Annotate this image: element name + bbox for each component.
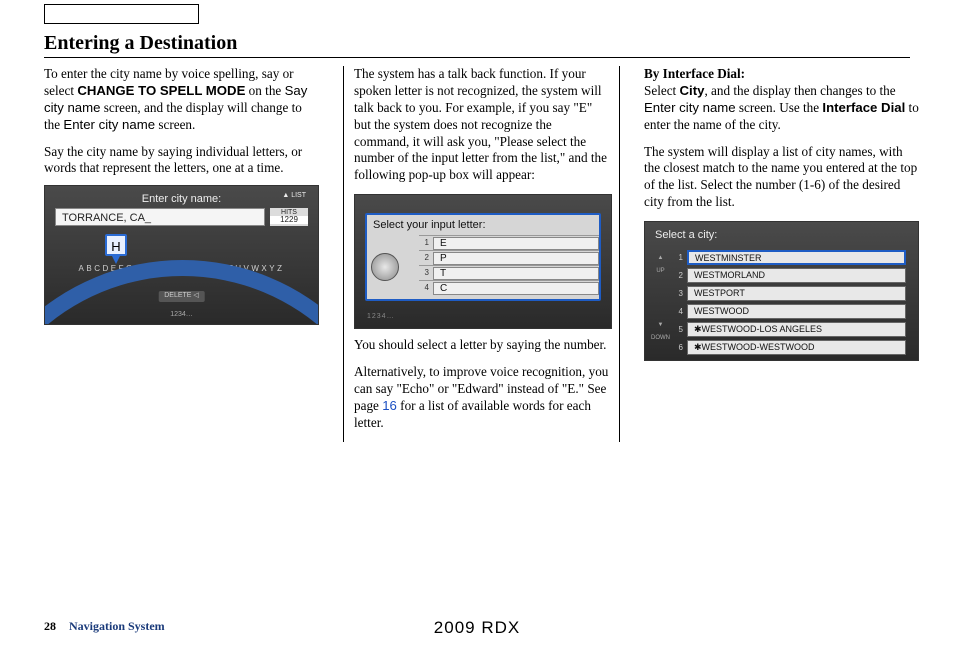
row-val: WESTPORT: [687, 286, 906, 301]
column-3: By Interface Dial: Select City, and the …: [644, 66, 919, 442]
row-val: ✱WESTWOOD-LOS ANGELES: [687, 322, 906, 337]
hits-value: 1229: [270, 216, 308, 224]
bold-text: City: [680, 83, 705, 98]
row-num: 2: [419, 253, 433, 263]
row-num: 3: [673, 289, 687, 299]
model-label: 2009 RDX: [0, 618, 954, 638]
col2-p1: The system has a talk back function. If …: [354, 66, 609, 184]
row-val: E: [433, 237, 599, 250]
list-item[interactable]: 4C: [419, 280, 599, 295]
row-num: 5: [673, 325, 687, 335]
fig2-bottom: 1234…: [367, 313, 395, 322]
header-box: [44, 4, 199, 24]
row-num: 1: [673, 253, 687, 263]
row-val: P: [433, 252, 599, 265]
columns: To enter the city name by voice spelling…: [44, 66, 910, 442]
row-num: 2: [673, 271, 687, 281]
fig1-bottom: 1234…: [170, 311, 193, 320]
fig2-rows: 1E 2P 3T 4C: [419, 235, 599, 295]
fig3-title: Select a city:: [645, 222, 918, 248]
fig1-letter-popup: H: [105, 234, 127, 256]
list-item[interactable]: 1WESTMINSTER: [673, 249, 906, 266]
fig1-input[interactable]: TORRANCE, CA_: [55, 208, 265, 226]
list-item[interactable]: 2WESTMORLAND: [673, 267, 906, 284]
row-num: 3: [419, 268, 433, 278]
col1-p2: Say the city name by saying individual l…: [44, 144, 319, 178]
col2-p2: You should select a letter by saying the…: [354, 337, 609, 354]
row-num: 4: [673, 307, 687, 317]
column-1: To enter the city name by voice spelling…: [44, 66, 319, 442]
list-item[interactable]: 3WESTPORT: [673, 285, 906, 302]
row-num: 4: [419, 283, 433, 293]
list-item[interactable]: 5✱WESTWOOD-LOS ANGELES: [673, 321, 906, 338]
fig2-title: Select your input letter:: [367, 215, 599, 235]
list-item[interactable]: 1E: [419, 235, 599, 250]
bold-text: CHANGE TO SPELL MODE: [77, 83, 245, 98]
text: Select: [644, 83, 680, 98]
row-val: T: [433, 267, 599, 280]
page-title: Entering a Destination: [44, 32, 910, 58]
row-num: 1: [419, 238, 433, 248]
column-2: The system has a talk back function. If …: [343, 66, 620, 442]
row-val: C: [433, 282, 599, 295]
fig2-panel: Select your input letter: 1E 2P 3T 4C: [365, 213, 601, 301]
row-val: WESTMINSTER: [687, 250, 906, 265]
list-item[interactable]: 3T: [419, 265, 599, 280]
fig1-pointer-icon: [112, 256, 120, 264]
col1-p1: To enter the city name by voice spelling…: [44, 66, 319, 134]
list-item[interactable]: 2P: [419, 250, 599, 265]
figure-enter-city: Enter city name: ▲ LIST TORRANCE, CA_ HI…: [44, 185, 319, 325]
bold-text: Interface Dial: [822, 100, 905, 115]
screen-name: Enter city name: [644, 100, 736, 115]
fig1-hits: HITS 1229: [270, 208, 308, 226]
row-val: WESTMORLAND: [687, 268, 906, 283]
down-icon[interactable]: ▼ DOWN: [651, 319, 670, 345]
page-link[interactable]: 16: [382, 398, 397, 413]
text: on the: [245, 83, 284, 98]
row-num: 6: [673, 343, 687, 353]
fig1-list-btn[interactable]: ▲ LIST: [282, 192, 306, 201]
list-item[interactable]: 4WESTWOOD: [673, 303, 906, 320]
up-icon[interactable]: ▲ UP: [651, 252, 670, 278]
fig1-delete-btn[interactable]: DELETE ◁: [158, 291, 205, 302]
col3-p2: The system will display a list of city n…: [644, 144, 919, 212]
row-val: ✱WESTWOOD-WESTWOOD: [687, 340, 906, 355]
figure-select-letter: Select your input letter: 1E 2P 3T 4C 12…: [354, 194, 612, 329]
col3-p1: By Interface Dial: Select City, and the …: [644, 66, 919, 134]
row-val: WESTWOOD: [687, 304, 906, 319]
text: screen. Use the: [736, 100, 823, 115]
screen-name: Enter city name: [63, 117, 155, 132]
text: , and the display then changes to the: [704, 83, 895, 98]
fig1-title: Enter city name:: [45, 192, 318, 206]
figure-select-city: Select a city: ▲ UP ▼ DOWN 1WESTMINSTER …: [644, 221, 919, 361]
list-item[interactable]: 6✱WESTWOOD-WESTWOOD: [673, 339, 906, 356]
col2-p3: Alternatively, to improve voice recognit…: [354, 364, 609, 432]
up-down-icon[interactable]: ▲ UP ▼ DOWN: [651, 252, 670, 345]
subhead: By Interface Dial:: [644, 66, 745, 81]
text: screen.: [155, 117, 195, 132]
